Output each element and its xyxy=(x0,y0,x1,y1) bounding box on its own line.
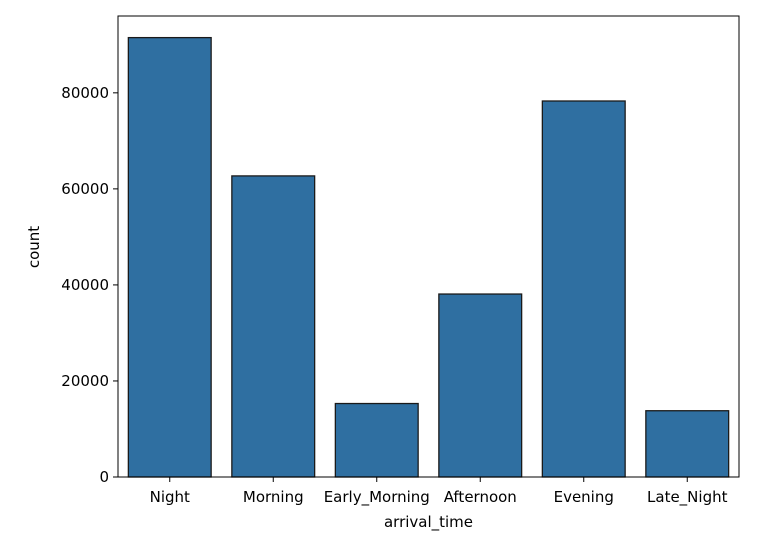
bars-group xyxy=(127,36,730,478)
x-tick-label: Night xyxy=(150,488,190,506)
y-tick-label: 40000 xyxy=(61,276,109,294)
x-tick-label: Afternoon xyxy=(444,488,517,506)
y-axis-ticks: 0 20000 40000 60000 80000 xyxy=(61,84,118,486)
x-axis-title: arrival_time xyxy=(384,513,473,532)
x-axis-ticks: Night Morning Early_Morning Afternoon Evenin… xyxy=(150,477,728,507)
bar-late-night xyxy=(645,410,730,478)
y-tick-label: 20000 xyxy=(61,372,109,390)
y-tick-label: 0 xyxy=(99,468,109,486)
x-tick-label: Morning xyxy=(243,488,304,506)
x-tick-label: Late_Night xyxy=(647,488,728,507)
bar-evening xyxy=(541,100,626,478)
bar-morning xyxy=(231,175,316,478)
y-tick-label: 80000 xyxy=(61,84,109,102)
x-tick-label: Evening xyxy=(554,488,614,506)
y-tick-label: 60000 xyxy=(61,180,109,198)
plot-area-frame xyxy=(117,15,740,478)
y-axis-title: count xyxy=(25,226,43,268)
bar-afternoon xyxy=(438,293,523,478)
bar-early-morning xyxy=(334,402,419,478)
bar-night xyxy=(127,36,212,478)
plot-area-background xyxy=(118,16,739,477)
x-tick-label: Early_Morning xyxy=(324,488,430,507)
